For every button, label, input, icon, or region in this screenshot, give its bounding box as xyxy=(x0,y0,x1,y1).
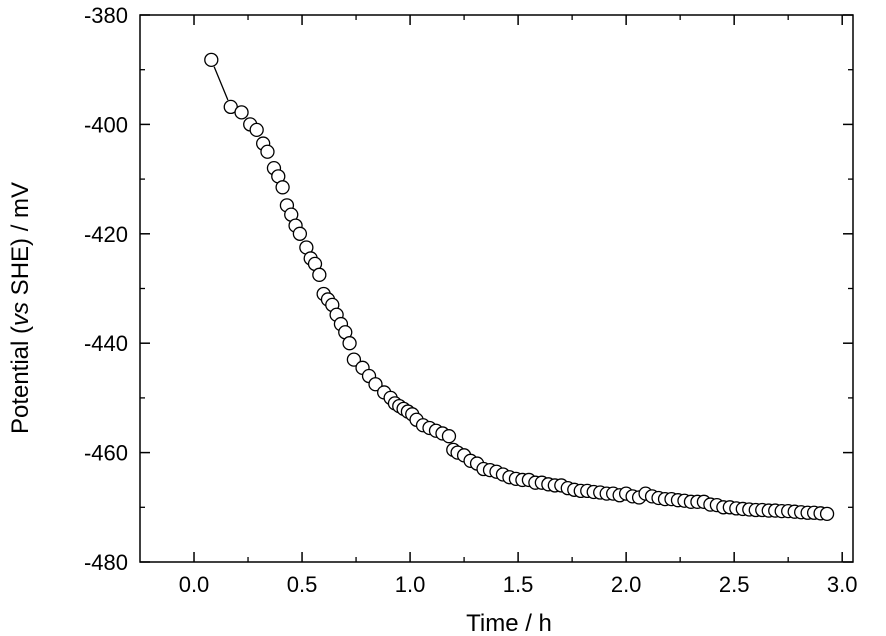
data-points xyxy=(204,52,835,522)
data-point xyxy=(292,226,308,241)
data-point xyxy=(312,267,327,282)
x-axis-title: Time / h xyxy=(466,610,552,636)
y-axis-title-italic: vs xyxy=(7,302,34,326)
y-axis-tick-labels: -380 -400 -420 -440 -460 -480 xyxy=(84,3,128,575)
y-axis-title-prefix: Potential ( xyxy=(7,326,34,434)
y-axis-ticks xyxy=(140,14,853,563)
data-point xyxy=(234,105,249,120)
x-tick-label: 0.0 xyxy=(179,572,210,597)
series-line xyxy=(213,66,229,101)
x-axis-tick-labels: 0.0 0.5 1.0 1.5 2.0 2.5 3.0 xyxy=(179,572,858,597)
y-tick-label: -400 xyxy=(84,112,128,137)
y-tick-label: -440 xyxy=(84,331,128,356)
y-tick-label: -420 xyxy=(84,222,128,247)
x-tick-label: 1.5 xyxy=(503,572,534,597)
data-point xyxy=(346,352,362,367)
plot-frame xyxy=(139,14,854,563)
data-point xyxy=(275,180,290,195)
x-tick-label: 2.0 xyxy=(611,572,642,597)
y-axis-title: Potential (vs SHE) / mV xyxy=(7,182,34,434)
x-axis-ticks xyxy=(193,15,843,562)
y-axis-title-suffix: SHE) / mV xyxy=(7,182,34,302)
data-point xyxy=(342,336,357,351)
data-point xyxy=(260,144,275,159)
x-tick-label: 0.5 xyxy=(287,572,318,597)
x-tick-label: 1.0 xyxy=(395,572,426,597)
data-point xyxy=(441,429,457,444)
data-point xyxy=(204,52,219,68)
y-tick-label: -480 xyxy=(84,550,128,575)
x-tick-label: 3.0 xyxy=(827,572,858,597)
data-point xyxy=(819,506,835,522)
y-tick-label: -460 xyxy=(84,441,128,466)
data-point xyxy=(368,377,383,392)
y-tick-label: -380 xyxy=(84,3,128,28)
x-tick-label: 2.5 xyxy=(719,572,750,597)
data-point xyxy=(249,122,264,138)
